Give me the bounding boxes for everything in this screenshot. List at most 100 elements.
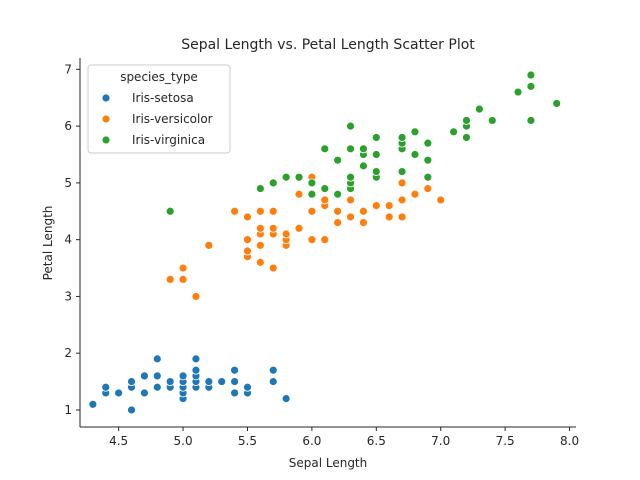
data-point [436, 195, 446, 205]
data-point [217, 377, 227, 386]
data-point [333, 189, 343, 199]
data-point [101, 382, 111, 392]
x-ticks: 4.5 5.0 5.5 6.0 6.5 7.0 7.5 8.0 [109, 427, 579, 448]
legend-marker [101, 114, 111, 124]
data-point [204, 240, 214, 250]
y-ticks: 1 2 3 4 5 6 7 [64, 62, 80, 417]
y-tick-label: 3 [64, 289, 72, 303]
data-point [397, 133, 407, 142]
data-point [513, 87, 523, 97]
legend-box [87, 64, 231, 154]
data-point [320, 144, 330, 154]
data-point [114, 388, 124, 398]
data-point [230, 377, 239, 386]
data-point [371, 201, 381, 211]
data-point [268, 377, 278, 386]
data-point [333, 155, 343, 165]
data-point [127, 377, 136, 386]
data-point [307, 235, 317, 245]
data-point [320, 235, 330, 245]
data-point [423, 138, 433, 148]
legend-title: species_type [120, 70, 198, 84]
data-point [268, 223, 278, 233]
x-axis-label: Sepal Length [289, 456, 368, 470]
data-point [268, 178, 278, 188]
axes: 4.5 5.0 5.5 6.0 6.5 7.0 7.5 8.0 1 2 3 4 5 6 7 [64, 58, 579, 448]
data-point [255, 223, 265, 233]
x-tick-label: 7.5 [496, 434, 515, 448]
series-iris-virginica [165, 70, 562, 216]
data-point [526, 70, 536, 80]
plot-area [88, 70, 562, 415]
data-point [423, 155, 433, 165]
data-point [140, 371, 149, 381]
data-point [397, 212, 407, 222]
data-point [320, 195, 330, 205]
legend-label: Iris-setosa [132, 91, 194, 105]
data-point [462, 133, 471, 142]
legend-label: Iris-versicolor [132, 112, 213, 126]
x-tick-label: 8.0 [560, 434, 579, 448]
data-point [243, 235, 252, 245]
data-point [423, 184, 433, 193]
x-tick-label: 5.0 [174, 434, 193, 448]
legend-item: Iris-setosa [101, 91, 194, 105]
data-point [320, 184, 330, 193]
data-point [152, 354, 162, 364]
data-point [191, 354, 201, 364]
data-point [255, 206, 265, 216]
data-point [230, 388, 239, 398]
data-point [462, 116, 471, 125]
data-point [255, 184, 265, 193]
data-point [281, 172, 291, 182]
x-tick-label: 7.0 [431, 434, 450, 448]
y-tick-label: 2 [64, 346, 72, 360]
data-point [281, 229, 291, 239]
data-point [178, 371, 188, 381]
data-point [88, 399, 98, 409]
data-point [230, 206, 239, 216]
data-point [307, 206, 317, 216]
data-point [474, 104, 484, 114]
data-point [371, 150, 381, 159]
data-point [243, 246, 252, 256]
data-point [397, 178, 407, 188]
data-point [268, 206, 278, 216]
data-point [397, 167, 407, 176]
data-point [178, 263, 188, 273]
legend: species_type Iris-setosa Iris-versicolor Ir… [87, 64, 231, 154]
data-point [346, 172, 355, 182]
data-point [165, 377, 175, 386]
data-point [165, 274, 175, 284]
data-point [165, 206, 175, 216]
data-point [410, 189, 420, 199]
data-point [410, 127, 420, 137]
data-point [359, 206, 368, 216]
x-tick-label: 6.0 [302, 434, 321, 448]
data-point [371, 167, 381, 176]
data-point [281, 394, 291, 404]
data-point [255, 257, 265, 267]
x-tick-label: 6.5 [367, 434, 386, 448]
y-tick-label: 5 [64, 176, 72, 190]
data-point [243, 382, 252, 392]
y-axis-label: Petal Length [41, 206, 55, 281]
data-point [140, 388, 149, 398]
data-point [397, 195, 407, 205]
data-point [346, 144, 355, 154]
data-point [384, 201, 394, 211]
legend-marker [101, 93, 111, 103]
data-point [230, 365, 239, 375]
legend-marker [101, 135, 111, 145]
data-point [449, 127, 459, 137]
data-point [487, 116, 497, 125]
data-point [359, 144, 368, 154]
data-point [294, 189, 304, 199]
data-point [178, 274, 188, 284]
data-point [294, 172, 304, 182]
data-point [191, 365, 201, 375]
data-point [552, 99, 562, 108]
data-point [307, 189, 317, 199]
data-point [526, 116, 536, 125]
